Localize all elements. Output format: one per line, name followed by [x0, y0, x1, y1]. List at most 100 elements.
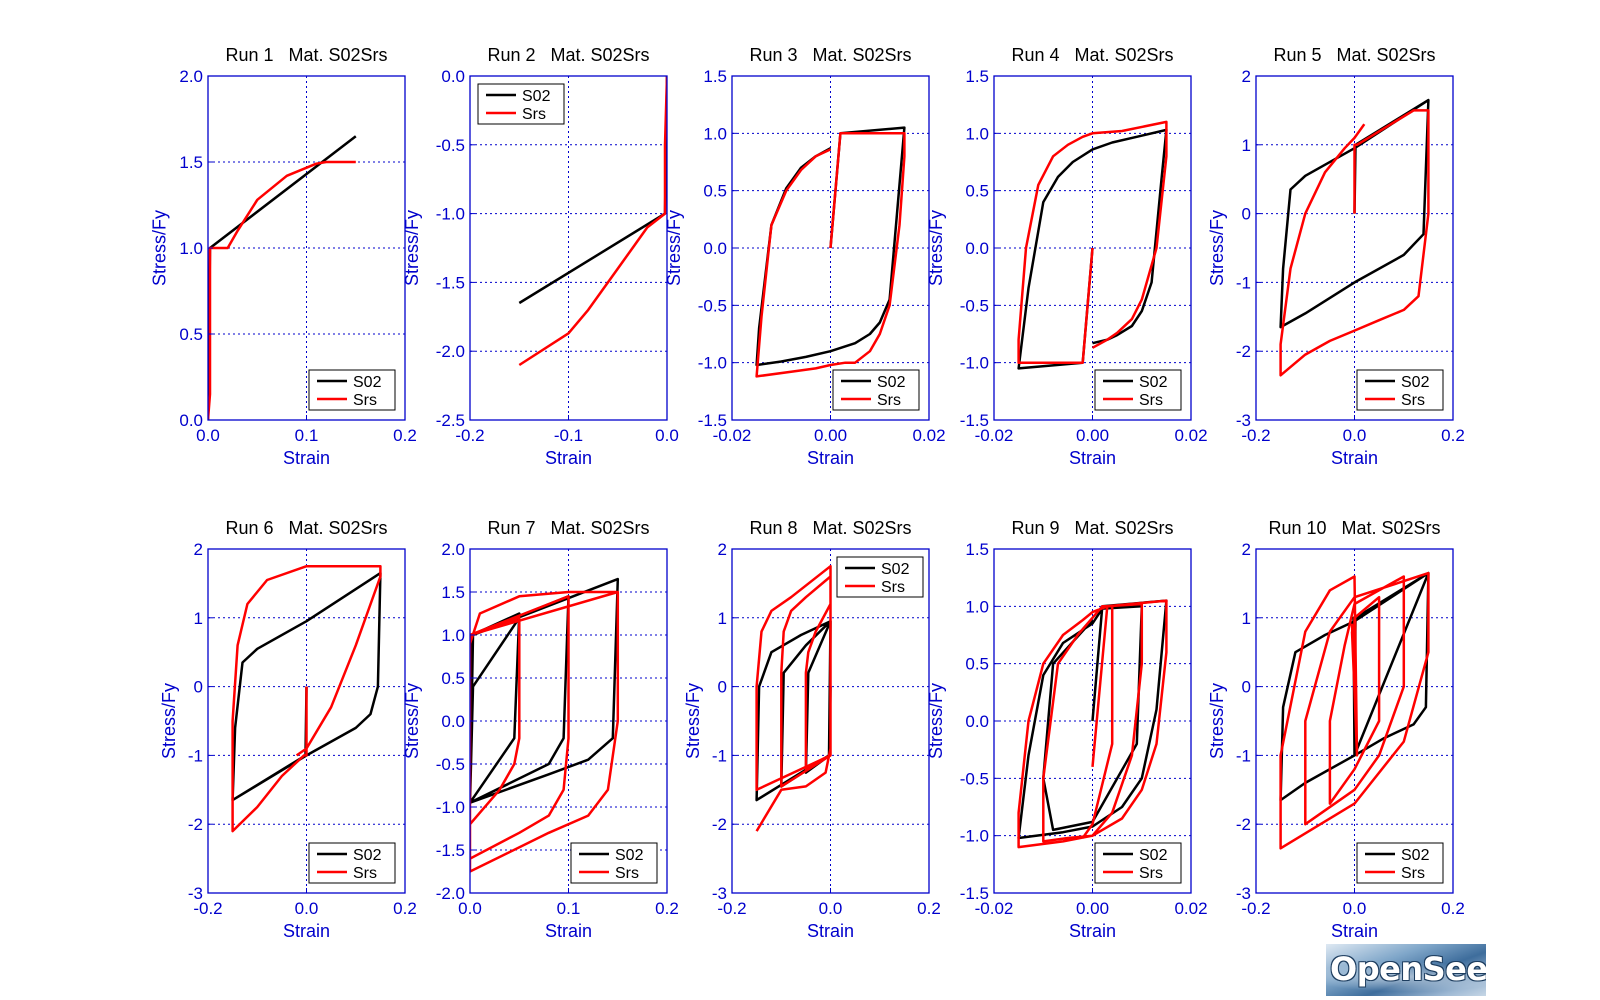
legend-label: S02 [881, 561, 910, 578]
panel-run-8: Run 8 Mat. S02Srs -0.2 0.0 0.2 -3 -2 -1 0 1 2 Stra… [683, 518, 941, 941]
y-tick-label: 1 [194, 609, 203, 628]
x-tick-label: 0.2 [1441, 426, 1465, 445]
chart-title: Run 3 Mat. S02Srs [749, 45, 911, 65]
y-tick-label: 1.0 [965, 124, 989, 143]
legend: S02Srs [570, 842, 658, 884]
legend: S02Srs [1356, 369, 1444, 411]
series-line-srs [1279, 571, 1430, 850]
y-tick-label: 1.0 [179, 239, 203, 258]
x-axis-label: Strain [1331, 448, 1378, 468]
y-tick-label: -3 [1236, 411, 1251, 430]
legend-label: Srs [1139, 865, 1163, 882]
y-tick-label: 0.0 [179, 411, 203, 430]
x-tick-label: 0.0 [655, 426, 679, 445]
y-tick-label: -2 [1236, 342, 1251, 361]
x-tick-label: 0.02 [1174, 899, 1207, 918]
opensees-logo: OpenSees [1326, 944, 1486, 996]
y-tick-label: -1.0 [960, 827, 989, 846]
legend-label: Srs [881, 579, 905, 596]
panel-run-6: Run 6 Mat. S02Srs -0.2 0.0 0.2 -3 -2 -1 0 1 2 Stra… [159, 518, 417, 941]
y-axis-label: Stress/Fy [402, 210, 422, 286]
y-tick-label: 2 [194, 540, 203, 559]
x-axis-label: Strain [1069, 448, 1116, 468]
y-tick-label: -0.5 [698, 296, 727, 315]
series-line-srs [208, 160, 356, 420]
y-tick-label: -3 [1236, 884, 1251, 903]
series-line-s02 [470, 577, 620, 804]
y-tick-label: 0.0 [965, 239, 989, 258]
panel-run-7: Run 7 Mat. S02Srs 0.0 0.1 0.2 -2.0 -1.5 -1.0 -0… [402, 518, 679, 941]
y-tick-label: -2 [188, 815, 203, 834]
chart-title: Run 5 Mat. S02Srs [1273, 45, 1435, 65]
chart-title: Run 7 Mat. S02Srs [487, 518, 649, 538]
x-axis-label: Strain [1069, 921, 1116, 941]
series-line-srs [231, 564, 382, 833]
series-line-s02 [1279, 98, 1430, 329]
x-tick-label: 0.2 [1441, 899, 1465, 918]
series-line-s02 [1017, 128, 1168, 370]
y-tick-label: -1.0 [960, 354, 989, 373]
panel-run-2: Run 2 Mat. S02Srs -0.2 -0.1 0.0 -2.5 -2.0 -1.5… [402, 45, 679, 468]
y-tick-label: 0 [1242, 205, 1251, 224]
x-tick-label: -0.02 [975, 899, 1014, 918]
y-tick-label: 1 [718, 609, 727, 628]
y-tick-label: -1.5 [698, 411, 727, 430]
y-tick-label: -2.0 [436, 342, 465, 361]
x-tick-label: 0.02 [912, 426, 945, 445]
x-tick-label: 0.02 [1174, 426, 1207, 445]
y-tick-label: -2 [1236, 815, 1251, 834]
legend-box [1356, 369, 1444, 411]
panel-run-5: Run 5 Mat. S02Srs -0.2 0.0 0.2 -3 -2 -1 0 1 2 Stra… [1207, 45, 1465, 468]
legend-box [570, 842, 658, 884]
x-tick-label: 0.0 [1343, 899, 1367, 918]
legend-label: Srs [1401, 865, 1425, 882]
legend-label: S02 [1401, 847, 1430, 864]
legend-label: S02 [1139, 374, 1168, 391]
y-tick-label: 1.0 [703, 124, 727, 143]
x-tick-label: 0.2 [393, 899, 417, 918]
panel-run-4: Run 4 Mat. S02Srs -0.02 0.00 0.02 -1.5 -1.0 -0… [926, 45, 1208, 468]
x-tick-label: 0.1 [295, 426, 319, 445]
y-tick-label: 1 [1242, 609, 1251, 628]
y-tick-label: -3 [712, 884, 727, 903]
x-axis-label: Strain [545, 448, 592, 468]
y-tick-label: -1.5 [436, 841, 465, 860]
y-axis-label: Stress/Fy [926, 210, 946, 286]
legend-label: S02 [877, 374, 906, 391]
legend: S02Srs [832, 369, 920, 411]
x-tick-label: -0.2 [717, 899, 746, 918]
y-axis-label: Stress/Fy [683, 683, 703, 759]
legend-box [1094, 842, 1182, 884]
y-tick-label: -0.5 [960, 769, 989, 788]
y-tick-label: 0 [718, 678, 727, 697]
chart-title: Run 9 Mat. S02Srs [1011, 518, 1173, 538]
y-tick-label: -0.5 [436, 755, 465, 774]
y-tick-label: 0.5 [441, 669, 465, 688]
x-axis-label: Strain [545, 921, 592, 941]
x-tick-label: 0.0 [458, 899, 482, 918]
y-tick-label: 1.0 [965, 597, 989, 616]
y-axis-label: Stress/Fy [1207, 210, 1227, 286]
panel-run-1: Run 1 Mat. S02Srs 0.0 0.1 0.2 0.0 0.5 1.0 1.5 2.… [150, 45, 417, 468]
y-tick-label: -1 [1236, 746, 1251, 765]
series-line-srs [518, 76, 667, 367]
y-tick-label: 0.5 [703, 182, 727, 201]
legend-box [832, 369, 920, 411]
legend-box [308, 369, 396, 411]
legend: S02Srs [836, 556, 924, 598]
series-line-s02 [755, 126, 906, 367]
x-axis-label: Strain [283, 448, 330, 468]
chart-title: Run 10 Mat. S02Srs [1268, 518, 1440, 538]
y-tick-label: 1.5 [179, 153, 203, 172]
legend: S02Srs [308, 369, 396, 411]
y-tick-label: 0.0 [441, 712, 465, 731]
y-tick-label: -2 [712, 815, 727, 834]
series-line-srs [755, 564, 832, 832]
y-tick-label: -1.0 [436, 798, 465, 817]
chart-title: Run 6 Mat. S02Srs [225, 518, 387, 538]
x-tick-label: -0.1 [554, 426, 583, 445]
y-tick-label: 1.5 [965, 67, 989, 86]
x-tick-label: -0.2 [1241, 899, 1270, 918]
legend: S02Srs [1094, 842, 1182, 884]
